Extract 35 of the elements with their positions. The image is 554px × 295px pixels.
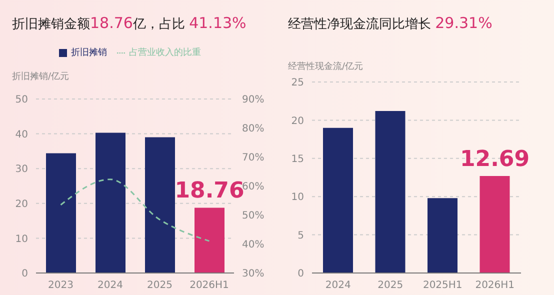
data-label: 12.69 bbox=[460, 147, 530, 172]
chart-title: 折旧摊销金额18.76亿，占比 41.13% bbox=[12, 14, 246, 32]
x-tick-label: 2026H1 bbox=[475, 280, 515, 292]
y-axis-title: 经营性现金流/亿元 bbox=[288, 60, 364, 73]
y-tick-label: 5 bbox=[298, 230, 304, 242]
x-tick-label: 2025 bbox=[378, 280, 404, 292]
chart-title: 经营性净现金流同比增长 29.31% bbox=[288, 14, 492, 32]
y-tick-label: 10 bbox=[291, 192, 304, 204]
legend-label: 占营业收入的比重 bbox=[129, 48, 201, 58]
x-tick-label: 2026H1 bbox=[190, 280, 229, 292]
y-tick-label: 0 bbox=[298, 268, 304, 280]
y-tick-label: 20 bbox=[15, 198, 28, 210]
x-tick-label: 2025H1 bbox=[422, 280, 462, 292]
y-axis-title: 折旧摊销/亿元 bbox=[12, 70, 70, 83]
y-tick-label: 25 bbox=[291, 78, 304, 89]
y2-tick-label: 70% bbox=[242, 152, 264, 164]
y2-tick-label: 50% bbox=[242, 210, 264, 222]
legend-label: 折旧摊销 bbox=[71, 48, 107, 58]
y-tick-label: 30 bbox=[15, 164, 28, 176]
x-tick-label: 2023 bbox=[48, 280, 74, 292]
y-tick-label: 10 bbox=[15, 234, 28, 245]
y2-tick-label: 40% bbox=[242, 240, 264, 251]
y-tick-label: 40 bbox=[15, 129, 28, 140]
y-tick-label: 0 bbox=[22, 268, 28, 280]
y-tick-label: 20 bbox=[291, 116, 304, 127]
y2-tick-label: 90% bbox=[242, 94, 264, 106]
y-tick-label: 50 bbox=[15, 94, 28, 106]
y2-tick-label: 30% bbox=[242, 268, 264, 280]
x-tick-label: 2024 bbox=[325, 280, 351, 292]
x-tick-label: 2025 bbox=[147, 280, 172, 292]
data-label: 18.76 bbox=[174, 178, 244, 204]
y2-tick-label: 60% bbox=[242, 182, 264, 193]
y2-tick-label: 80% bbox=[242, 124, 264, 135]
y-tick-label: 15 bbox=[291, 154, 304, 165]
x-tick-label: 2024 bbox=[98, 280, 123, 292]
